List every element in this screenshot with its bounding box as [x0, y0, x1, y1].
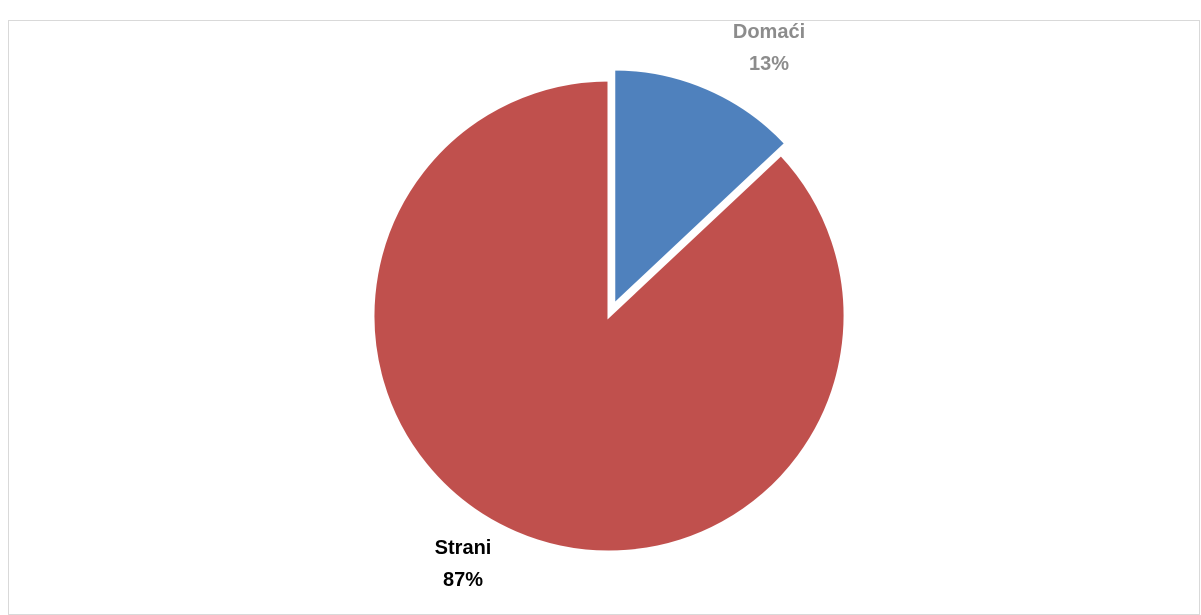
pie-slices — [371, 67, 847, 554]
pie-label-group: Domaći 13% — [733, 21, 805, 75]
pie-label-value: 13% — [749, 53, 789, 75]
pie-label-value: 87% — [443, 569, 483, 591]
pie-slice-doma-i — [612, 67, 788, 309]
pie-label-group: Strani 87% — [435, 537, 492, 591]
pie-labels: Domaći 13% Strani 87% — [435, 21, 805, 591]
pie-slice-strani — [371, 78, 847, 554]
clipped-caption-strip — [0, 0, 1201, 12]
pie-label-category: Domaći — [733, 21, 805, 43]
pie-label-category: Strani — [435, 537, 492, 559]
